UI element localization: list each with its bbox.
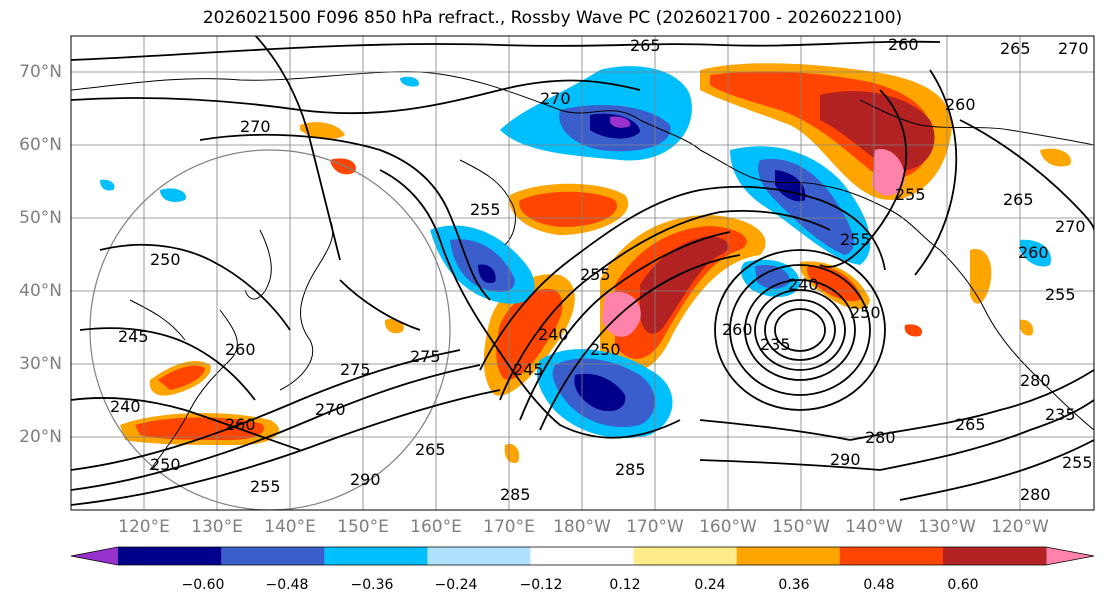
contour-label: 240 bbox=[538, 325, 569, 344]
lon-label: 170°W bbox=[626, 517, 684, 537]
contour-label: 280 bbox=[865, 428, 896, 447]
lon-label: 160°W bbox=[699, 517, 757, 537]
contour-label: 265 bbox=[415, 440, 446, 459]
contour-label: 275 bbox=[410, 347, 441, 366]
contour-label: 255 bbox=[1062, 453, 1093, 472]
contour-label: 255 bbox=[1045, 285, 1076, 304]
contour-label: 270 bbox=[540, 89, 571, 108]
contour-label: 280 bbox=[1020, 485, 1051, 504]
contour-label: 290 bbox=[350, 470, 381, 489]
contour-label: 235 bbox=[1045, 405, 1076, 424]
lat-label: 40°N bbox=[19, 281, 62, 301]
contour-label: 270 bbox=[315, 400, 346, 419]
contour-label: 240 bbox=[788, 275, 819, 294]
contour-label: 255 bbox=[470, 200, 501, 219]
lon-label: 150°E bbox=[337, 517, 389, 537]
contour-label: 260 bbox=[945, 95, 976, 114]
colorbar-tick-label: 0.12 bbox=[609, 577, 641, 593]
lon-label: 180°W bbox=[553, 517, 611, 537]
contour-label: 260 bbox=[722, 320, 753, 339]
contour-label: 265 bbox=[1000, 39, 1031, 58]
contour-label: 240 bbox=[110, 397, 141, 416]
colorbar-tick-label: −0.24 bbox=[434, 577, 478, 593]
contour-label: 255 bbox=[580, 265, 611, 284]
contour-label: 265 bbox=[955, 415, 986, 434]
colorbar-extend-low bbox=[71, 547, 118, 565]
colorbar-extend-high bbox=[1046, 547, 1094, 565]
lat-label: 60°N bbox=[19, 135, 62, 155]
contour-label: 285 bbox=[615, 460, 646, 479]
lon-label: 130°E bbox=[191, 517, 243, 537]
colorbar-tick-label: 0.48 bbox=[863, 577, 895, 593]
lon-label: 130°W bbox=[918, 517, 976, 537]
contour-label: 245 bbox=[513, 360, 544, 379]
contour-label: 245 bbox=[118, 327, 149, 346]
colorbar-bin bbox=[633, 547, 738, 565]
contour-label: 265 bbox=[630, 36, 661, 55]
contour-label: 260 bbox=[1018, 243, 1049, 262]
contour-label: 270 bbox=[240, 117, 271, 136]
lon-label: 150°W bbox=[772, 517, 830, 537]
colorbar-bin bbox=[530, 547, 635, 565]
contour-label: 255 bbox=[840, 230, 871, 249]
contour-lines bbox=[71, 36, 1094, 506]
colorbar-tick-label: −0.48 bbox=[265, 577, 309, 593]
lon-label: 120°W bbox=[991, 517, 1049, 537]
contour-label: 280 bbox=[1020, 371, 1051, 390]
contour-label: 260 bbox=[225, 415, 256, 434]
shading-layer bbox=[100, 63, 1071, 464]
lon-label: 120°E bbox=[118, 517, 170, 537]
colorbar bbox=[70, 546, 1095, 566]
colorbar-bin bbox=[221, 547, 325, 565]
colorbar-tick-label: 0.36 bbox=[778, 577, 810, 593]
colorbar-bin bbox=[942, 547, 1047, 565]
contour-label: 255 bbox=[250, 477, 281, 496]
contour-label-group: 265 260 265 270 270 260 270 255 255 255 … bbox=[110, 35, 1093, 504]
lon-label: 160°E bbox=[410, 517, 462, 537]
contour-label: 260 bbox=[225, 340, 256, 359]
lat-label: 70°N bbox=[19, 62, 62, 82]
contour-label: 250 bbox=[150, 250, 181, 269]
lon-label: 140°W bbox=[845, 517, 903, 537]
map-frame bbox=[70, 35, 1095, 511]
colorbar-tick-label: 0.60 bbox=[947, 577, 979, 593]
lon-label: 140°E bbox=[264, 517, 316, 537]
colorbar-tick-label: −0.60 bbox=[181, 577, 225, 593]
contour-label: 255 bbox=[895, 185, 926, 204]
colorbar-tick-label: −0.12 bbox=[519, 577, 563, 593]
contour-label: 250 bbox=[850, 303, 881, 322]
colorbar-border bbox=[70, 546, 1095, 566]
contour-label: 290 bbox=[830, 450, 861, 469]
contour-label: 285 bbox=[500, 485, 531, 504]
contour-label: 265 bbox=[1003, 190, 1034, 209]
contour-label: 270 bbox=[1055, 217, 1086, 236]
lat-label: 20°N bbox=[19, 427, 62, 447]
contour-label: 275 bbox=[340, 360, 371, 379]
graticule bbox=[71, 36, 1094, 510]
contour-label: 250 bbox=[150, 455, 181, 474]
colorbar-bin bbox=[736, 547, 841, 565]
contour-label: 235 bbox=[760, 335, 791, 354]
map-title: 2026021500 F096 850 hPa refract., Rossby… bbox=[202, 8, 903, 28]
colorbar-bin bbox=[427, 547, 531, 565]
lat-label: 50°N bbox=[19, 208, 62, 228]
contour-label: 270 bbox=[1058, 39, 1089, 58]
map-plot-area: 265 260 265 270 270 260 270 255 255 255 … bbox=[71, 35, 1094, 510]
colorbar-bin bbox=[839, 547, 944, 565]
lon-label: 170°E bbox=[483, 517, 535, 537]
contour-label: 260 bbox=[888, 35, 919, 54]
lat-label: 30°N bbox=[19, 354, 62, 374]
colorbar-bin bbox=[324, 547, 428, 565]
coastlines bbox=[71, 71, 1094, 471]
colorbar-tick-label: 0.24 bbox=[694, 577, 726, 593]
colorbar-tick-label: −0.36 bbox=[350, 577, 394, 593]
contour-label: 250 bbox=[590, 340, 621, 359]
colorbar-bin bbox=[118, 547, 222, 565]
